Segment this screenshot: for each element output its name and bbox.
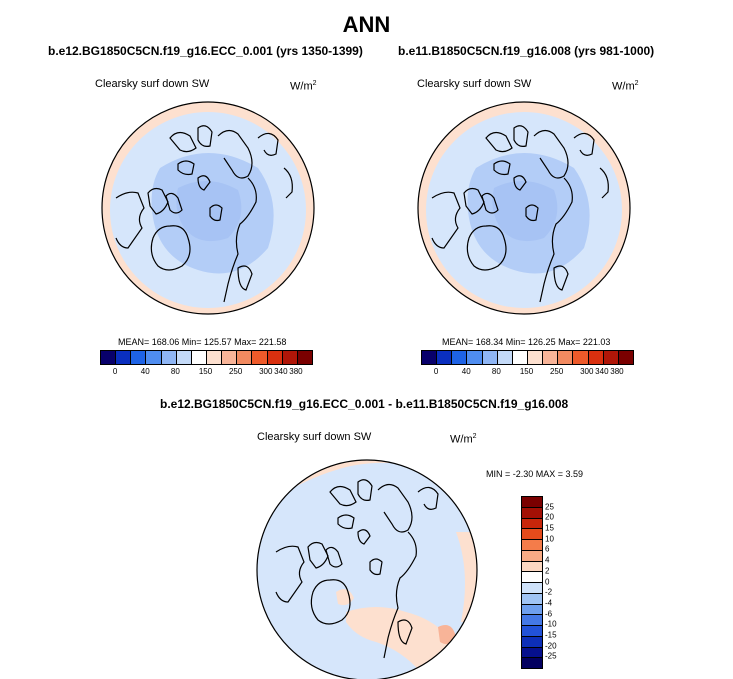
diff-colorbar-swatch — [522, 550, 542, 562]
diff-colorbar-swatch — [522, 593, 542, 605]
panel-1-colorbar-tick-label: 150 — [198, 367, 213, 376]
panel-2-colorbar-swatch — [467, 351, 483, 364]
diff-colorbar-swatch — [522, 561, 542, 573]
diff-units: W/m2 — [450, 433, 477, 446]
diff-colorbar-swatch — [522, 572, 542, 583]
diff-colorbar-tick-label: 20 — [545, 512, 554, 522]
panel-2-colorbar-swatch — [422, 351, 438, 364]
panel-1-colorbar-tick-label: 40 — [140, 367, 150, 376]
panel-1-units: W/m2 — [290, 80, 317, 93]
diff-colorbar-tick-label: 6 — [545, 544, 550, 554]
diff-colorbar-swatch — [522, 615, 542, 626]
diff-colorbar-swatch — [522, 647, 542, 659]
diff-colorbar-tick-label: 25 — [545, 502, 554, 512]
diff-colorbar-swatch — [522, 626, 542, 637]
diff-colorbar-swatch — [522, 636, 542, 648]
diff-colorbar-swatch — [522, 518, 542, 530]
panel-2-colorbar-swatch — [588, 351, 604, 364]
diff-colorbar-swatch — [522, 497, 542, 508]
diff-colorbar-tick-label: 4 — [545, 555, 550, 565]
diff-colorbar-tick-label: -6 — [545, 609, 553, 619]
panel-1-colorbar-swatch — [206, 351, 223, 364]
panel-2-colorbar-swatch — [512, 351, 528, 364]
diff-colorbar-tick-label: -20 — [545, 641, 557, 651]
panel-1-colorbar-swatch — [176, 351, 192, 364]
panel-2-colorbar-swatch — [437, 351, 453, 364]
panel-1-colorbar-tick-label: 380 — [289, 367, 303, 376]
panel-2-colorbar-tick-label: 250 — [549, 367, 564, 376]
diff-stats: MIN = -2.30 MAX = 3.59 — [486, 469, 584, 479]
panel-1-colorbar-swatch — [282, 351, 298, 364]
diff-colorbar-tick-label: 15 — [545, 523, 554, 533]
panel-1-colorbar-swatch — [116, 351, 132, 364]
panel-2-colorbar-swatch — [497, 351, 513, 364]
panel-1-colorbar-tick-label: 250 — [228, 367, 243, 376]
diff-colorbar-tick-label: -25 — [545, 651, 557, 661]
panel-1-colorbar-swatch — [237, 351, 253, 364]
panel-1-colorbar-tick-label: 0 — [112, 367, 118, 376]
diff-colorbar-swatch — [522, 529, 542, 540]
panel-1-colorbar-swatch — [191, 351, 207, 364]
diff-colorbar — [521, 496, 543, 669]
panel-2-colorbar-tick-label: 300 — [580, 367, 594, 376]
panel-2-colorbar-tick-label: 150 — [519, 367, 534, 376]
panel-2-colorbar — [421, 350, 634, 365]
panel-2-colorbar-swatch — [618, 351, 633, 364]
panel-2-variable-label: Clearsky surf down SW — [417, 78, 532, 90]
diff-polar-map — [256, 459, 478, 679]
panel-1-colorbar-swatch — [161, 351, 177, 364]
panel-2-colorbar-tick-label: 340 — [595, 367, 609, 376]
diff-colorbar-tick-label: -2 — [545, 587, 553, 597]
panel-2-polar-map — [417, 101, 631, 315]
diff-colorbar-swatch — [522, 507, 542, 519]
diff-colorbar-swatch — [522, 658, 542, 668]
diff-case-title: b.e12.BG1850C5CN.f19_g16.ECC_0.001 - b.e… — [160, 397, 569, 411]
panel-1-colorbar-swatch — [222, 351, 238, 364]
diff-colorbar-tick-label: 0 — [545, 577, 550, 586]
diff-colorbar-tick-label: 2 — [545, 566, 550, 576]
panel-1-colorbar — [100, 350, 313, 365]
panel-1-colorbar-tick-label: 340 — [274, 367, 288, 376]
diff-colorbar-tick-label: -15 — [545, 630, 557, 640]
panel-2-colorbar-swatch — [543, 351, 559, 364]
panel-1-stats: MEAN= 168.06 Min= 125.57 Max= 221.58 — [118, 337, 287, 347]
panel-1-colorbar-swatch — [146, 351, 162, 364]
panel-2-colorbar-swatch — [573, 351, 589, 364]
panel-2-colorbar-tick-label: 40 — [461, 367, 471, 376]
panel-1-polar-map — [101, 101, 315, 315]
panel-1-variable-label: Clearsky surf down SW — [95, 78, 210, 90]
panel-1-colorbar-tick-label: 300 — [259, 367, 273, 376]
diff-colorbar-tick-label: 10 — [545, 534, 554, 544]
panel-1-colorbar-swatch — [101, 351, 117, 364]
diff-colorbar-swatch — [522, 604, 542, 616]
panel-2-colorbar-swatch — [527, 351, 544, 364]
panel-1-colorbar-swatch — [131, 351, 147, 364]
panel-2-case-title: b.e11.B1850C5CN.f19_g16.008 (yrs 981-100… — [398, 44, 655, 58]
panel-2-colorbar-swatch — [558, 351, 574, 364]
panel-1-case-title: b.e12.BG1850C5CN.f19_g16.ECC_0.001 (yrs … — [48, 44, 363, 58]
diff-variable-label: Clearsky surf down SW — [257, 431, 372, 443]
panel-2-colorbar-swatch — [452, 351, 468, 364]
panel-2-colorbar-tick-label: 380 — [610, 367, 624, 376]
diff-colorbar-swatch — [522, 540, 542, 551]
panel-1-colorbar-swatch — [267, 351, 283, 364]
diff-colorbar-tick-label: -10 — [545, 619, 557, 629]
panel-2-colorbar-swatch — [603, 351, 619, 364]
panel-2-stats: MEAN= 168.34 Min= 126.25 Max= 221.03 — [442, 337, 611, 347]
panel-1-colorbar-tick-label: 80 — [170, 367, 180, 376]
diff-colorbar-tick-label: -4 — [545, 598, 553, 608]
panel-2-units: W/m2 — [612, 80, 639, 93]
diff-colorbar-swatch — [522, 583, 542, 594]
figure-title: ANN — [342, 12, 391, 37]
panel-1-colorbar-swatch — [252, 351, 268, 364]
panel-2-colorbar-tick-label: 80 — [491, 367, 501, 376]
panel-2-colorbar-swatch — [482, 351, 498, 364]
panel-2-colorbar-tick-label: 0 — [433, 367, 439, 376]
panel-1-colorbar-swatch — [297, 351, 312, 364]
